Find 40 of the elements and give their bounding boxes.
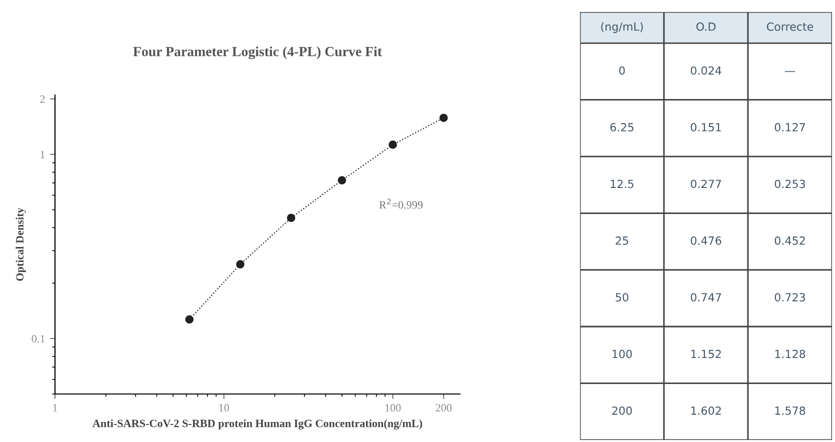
y-axis-title: Optical Density: [16, 208, 26, 281]
text: 12.5: [610, 180, 634, 188]
text: 0.452: [774, 236, 805, 245]
text: 1.128: [775, 350, 806, 358]
point: [388, 140, 397, 149]
point: [236, 260, 244, 268]
y-tick-label: 1: [40, 150, 45, 158]
category-label: (ng/mL): [601, 22, 643, 33]
chart-title: Four Parameter Logistic (4-PL) Curve Fit: [133, 46, 382, 60]
text: 1.152: [691, 350, 721, 358]
text: 0.127: [774, 123, 805, 132]
point: [338, 176, 346, 184]
x-tick-label: 1: [53, 404, 58, 412]
text: 0.723: [774, 293, 806, 302]
text: 1.602: [691, 406, 721, 415]
category-label: Correcte: [766, 22, 814, 31]
y-tick-label: 0.1: [32, 335, 45, 343]
text: 0.476: [690, 236, 722, 245]
y-tick-label: 2: [40, 95, 45, 103]
point: [439, 114, 448, 122]
x-tick-label: 10: [219, 404, 230, 412]
text: 25: [616, 236, 628, 245]
text: 1.578: [775, 406, 806, 415]
text: 0.024: [690, 66, 722, 75]
annotation: R$^{2}$=0.999: [379, 198, 423, 209]
text: 0.747: [690, 293, 721, 302]
text: 6.25: [610, 123, 634, 132]
text: 0: [619, 66, 625, 75]
text: 0.253: [774, 180, 806, 188]
text: 0.277: [690, 180, 721, 188]
x-axis-title: Anti-SARS-CoV-2 S-RBD protein Human IgG Concentration(ng/mL): [92, 419, 422, 430]
category-label: O.D: [696, 22, 716, 31]
text: 0.151: [690, 123, 721, 132]
point: [286, 214, 296, 222]
text: —: [784, 71, 796, 72]
text: 50: [616, 293, 628, 302]
x-tick-label: 200: [436, 404, 452, 412]
x-tick-label: 100: [385, 404, 401, 412]
text: 100: [612, 350, 632, 358]
point: [185, 315, 194, 324]
